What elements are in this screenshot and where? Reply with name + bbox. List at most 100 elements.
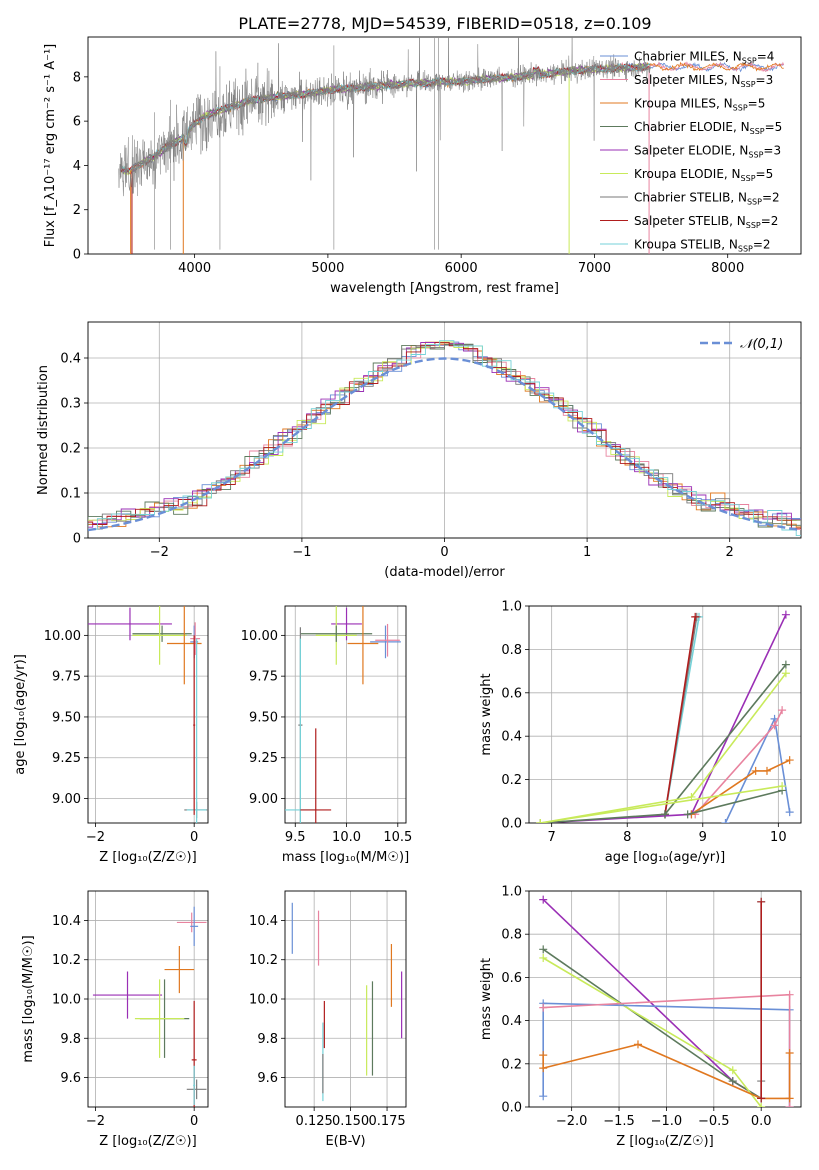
- x-tick-label: −0.5: [698, 1114, 730, 1129]
- legend-label: Kroupa ELODIE, NSSP=5: [634, 167, 773, 183]
- weight-point-marker: [763, 766, 771, 775]
- error-bar-point: [186, 638, 207, 823]
- legend-label-subscript: SSP: [746, 221, 761, 230]
- spectrum-chart: 4000 5000 6000 7000 8000 0 2 4 6 8 wavelength [Ang…: [43, 36, 802, 296]
- weight-point-marker: [539, 953, 548, 962]
- legend-label-text: Salpeter STELIB, N: [634, 214, 746, 228]
- weight-point-marker: [539, 895, 548, 904]
- weight-point-marker: [785, 1049, 794, 1057]
- x-axis-label: (data-model)/error: [384, 565, 505, 580]
- y-tick-label: 9.50: [52, 710, 81, 725]
- x-tick-label: −2.0: [556, 1114, 588, 1129]
- x-axis-label: E(B-V): [325, 1134, 365, 1149]
- y-tick-label: 0.6: [501, 686, 522, 701]
- legend-label: Kroupa STELIB, NSSP=2: [634, 238, 771, 254]
- legend-label-text: Kroupa ELODIE, N: [634, 167, 741, 181]
- x-tick-label: 0.125: [296, 1114, 333, 1129]
- x-tick-label: 10.0: [332, 830, 361, 845]
- axes-frame: [528, 605, 802, 824]
- weight-point-marker: [770, 721, 779, 730]
- y-tick-label: 0.4: [60, 352, 81, 367]
- y-tick-label: 10.0: [52, 993, 81, 1008]
- weight-point-marker: [785, 808, 794, 817]
- axes-frame: [284, 890, 407, 1108]
- y-tick-label: 9.75: [52, 670, 81, 685]
- y-tick-label: 0.3: [60, 397, 81, 412]
- figure-title: PLATE=2778, MJD=54539, FIBERID=0518, z=0…: [238, 14, 651, 33]
- legend-label-subscript: SSP: [741, 174, 756, 183]
- legend-label: Salpeter ELODIE, NSSP=3: [634, 144, 781, 160]
- axes-frame: [87, 321, 802, 539]
- error-bar-point: [88, 607, 172, 641]
- x-tick-label: 0.175: [368, 1114, 405, 1129]
- model-spectrum-line: [119, 63, 651, 173]
- legend-label-suffix: =2: [762, 191, 780, 205]
- legend-label: Salpeter STELIB, NSSP=2: [634, 214, 778, 230]
- residual-histogram: [88, 344, 801, 531]
- weight-series-line: [690, 759, 791, 815]
- legend-label-text: Kroupa MILES, N: [634, 97, 733, 111]
- x-tick-label: 5000: [311, 261, 344, 276]
- legend-label-subscript: SSP: [750, 127, 765, 136]
- weight-vs-age-chart: 7 8 9 10 0.0 0.2 0.4 0.6 0.8 1.0 age [log₁₀(age/yr…: [479, 600, 802, 865]
- weight-point-marker: [536, 819, 545, 823]
- weight-point-marker: [785, 1094, 794, 1103]
- legend-label-subscript: SSP: [747, 198, 762, 207]
- legend-label-subscript: SSP: [738, 245, 753, 254]
- y-tick-label: 0: [73, 532, 81, 547]
- x-tick-label: 0: [190, 830, 198, 845]
- legend-label-text: Chabrier STELIB, N: [634, 191, 747, 205]
- y-tick-label: 10.2: [52, 953, 81, 968]
- weight-series-line: [540, 785, 783, 823]
- legend-label: 𝒩(0,1): [740, 337, 783, 352]
- legend-label-text: Kroupa STELIB, N: [634, 238, 738, 252]
- y-axis-label: Flux [f_λ10⁻¹⁷ erg cm⁻² s⁻¹ A⁻¹]: [43, 44, 58, 248]
- x-tick-label: 0: [440, 545, 448, 560]
- y-tick-label: 8: [73, 70, 81, 85]
- error-bar-point: [92, 971, 163, 1019]
- mass-vs-ebv-chart: 0.125 0.150 0.175 9.6 9.8 10.0 10.2 10.4 E(B-V): [249, 890, 407, 1149]
- error-bar-point: [370, 625, 401, 659]
- y-tick-label: 10.2: [249, 953, 278, 968]
- weight-point-marker: [539, 1064, 548, 1073]
- weight-point-marker: [728, 1077, 737, 1086]
- error-bar-point: [347, 606, 379, 685]
- error-bar-point: [167, 606, 202, 685]
- error-bar-point: [186, 1079, 207, 1100]
- error-bar-point: [375, 623, 400, 657]
- y-tick-label: 10.4: [249, 914, 278, 929]
- x-tick-label: 8000: [711, 261, 744, 276]
- weight-point-marker: [539, 1003, 548, 1012]
- y-axis-label: Normed distribution: [36, 365, 51, 495]
- error-bar-point: [176, 912, 207, 933]
- weight-point-marker: [785, 1103, 794, 1107]
- legend-label-subscript: SSP: [741, 80, 756, 89]
- legend-label-suffix: =5: [765, 120, 783, 134]
- observed-spectrum-line: [118, 37, 651, 197]
- weight-series-line: [540, 672, 787, 823]
- error-bar-point: [193, 1065, 196, 1106]
- x-tick-label: 9.5: [285, 830, 306, 845]
- model-spectrum-line: [119, 63, 651, 172]
- axes-frame: [87, 36, 802, 255]
- x-tick-label: 7: [548, 830, 556, 845]
- y-tick-label: 0.2: [60, 442, 81, 457]
- y-axis-label: mass weight: [479, 673, 494, 755]
- x-tick-label: 1: [583, 545, 591, 560]
- weight-point-marker: [757, 1103, 766, 1107]
- x-tick-label: 8: [623, 830, 631, 845]
- y-tick-label: 2: [73, 203, 81, 218]
- residuals-plot-area: [88, 340, 801, 537]
- y-tick-label: 1.0: [501, 600, 522, 615]
- mass-vs-Z-chart: −2 0 9.6 9.8 10.0 10.2 10.4 Z [log₁₀(Z/Z☉)] mass…: [21, 890, 209, 1149]
- weight-point-marker: [539, 1051, 548, 1060]
- legend-label-subscript: SSP: [748, 151, 763, 160]
- plot-area: [536, 610, 794, 823]
- y-tick-label: 9.6: [257, 1071, 278, 1086]
- weight-point-marker: [757, 897, 766, 906]
- age-vs-mass-chart: 9.5 10.0 10.5 9.00 9.25 9.50 9.75 10.00 mass [lo…: [241, 605, 412, 865]
- error-bar-point: [134, 979, 185, 1058]
- legend-label: Kroupa MILES, NSSP=5: [634, 97, 765, 113]
